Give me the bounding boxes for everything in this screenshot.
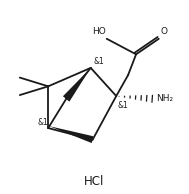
Polygon shape: [63, 68, 91, 102]
Text: HO: HO: [92, 27, 106, 36]
Text: O: O: [160, 28, 167, 36]
Text: NH₂: NH₂: [156, 94, 173, 103]
Text: &1: &1: [38, 118, 49, 127]
Text: &1: &1: [117, 101, 128, 110]
Text: HCl: HCl: [84, 175, 105, 188]
Polygon shape: [49, 126, 93, 143]
Text: &1: &1: [94, 57, 104, 66]
